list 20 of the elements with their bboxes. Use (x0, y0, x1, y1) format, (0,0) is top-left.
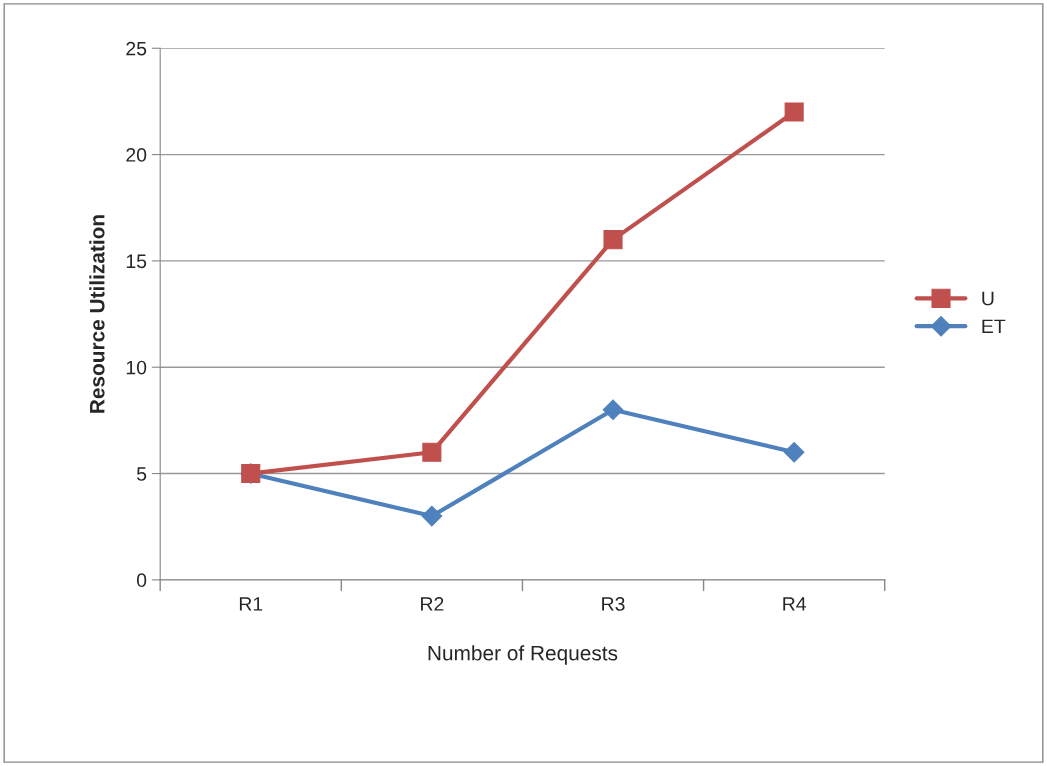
x-tick-label: R2 (421, 597, 444, 611)
x-tick-label: R1 (239, 597, 263, 611)
point (421, 505, 443, 527)
point (603, 230, 623, 250)
y-tick-label: 15 (126, 254, 147, 269)
y-tick-label: 25 (126, 41, 147, 56)
y-tick-label: 10 (126, 360, 147, 375)
point (602, 399, 624, 421)
y-tick-label: 0 (136, 573, 147, 588)
point (783, 441, 805, 463)
point (422, 442, 442, 462)
legend-label: ET (982, 319, 1006, 334)
x-tick-label: R4 (783, 597, 807, 611)
y-tick-label: 5 (136, 467, 147, 481)
y-tick-label: 20 (126, 148, 147, 162)
legend-label: U (982, 291, 994, 306)
y-axis-title: Resource Utilization (89, 215, 105, 413)
x-axis-title: Number of Requests (428, 645, 618, 665)
x-tick-label: R3 (602, 597, 625, 611)
point (784, 102, 804, 122)
